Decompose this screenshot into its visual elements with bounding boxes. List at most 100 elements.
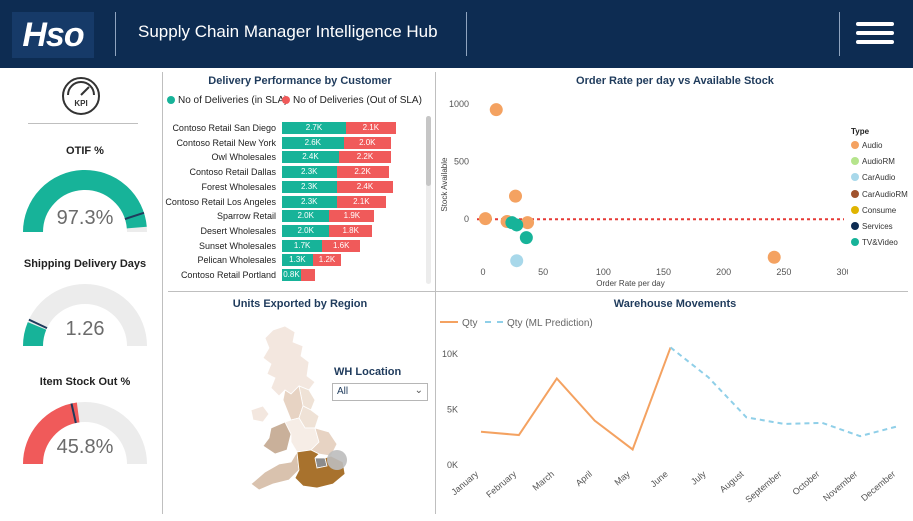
x-tick-label: 150 (656, 267, 671, 277)
bar-out-of-sla[interactable]: 2.2K (338, 151, 391, 164)
map-region-east (310, 427, 338, 457)
scatter-chart: 0 50 100 150 200 250 300 1000 500 0 Order Rate per… (440, 99, 848, 288)
type-legend-label: AudioRM (862, 157, 895, 167)
bar-out-of-sla[interactable]: 2.1K (345, 122, 396, 134)
y-tick-label: 500 (454, 157, 469, 167)
type-legend-item[interactable]: Audio (851, 141, 882, 150)
customer-label: Sunset Wholesales (198, 240, 276, 251)
map-region-northern-ireland (250, 405, 270, 423)
stockout-title: Item Stock Out % (39, 376, 131, 388)
legend-prediction[interactable]: Qty (ML Prediction) (485, 318, 593, 329)
panel-divider (162, 72, 163, 514)
customer-label: Contoso Retail Los Angeles (165, 196, 276, 207)
month-label: March (531, 469, 557, 493)
bar-in-sla[interactable]: 2.3K (282, 195, 337, 208)
month-label: September (743, 469, 783, 505)
type-legend-dot (851, 222, 859, 230)
otif-gauge (23, 170, 147, 233)
bar-in-sla[interactable]: 0.8K (282, 269, 301, 281)
delivery-scroll-thumb[interactable] (426, 116, 431, 186)
bar-out-of-sla[interactable]: 1.9K (329, 210, 375, 223)
customer-label: Contoso Retail Portland (180, 270, 276, 280)
header-divider (115, 12, 116, 56)
bar-out-of-sla[interactable]: 1.8K (329, 224, 373, 237)
type-legend-item[interactable]: CarAudio (851, 173, 895, 182)
bar-in-sla[interactable]: 1.7K (282, 239, 323, 252)
wh-location-dropdown[interactable]: All ⌄ (332, 383, 428, 401)
customer-label: Pelican Wholesales (197, 255, 276, 266)
bar-in-sla[interactable]: 2.4K (282, 151, 339, 164)
scatter-point[interactable] (521, 216, 535, 230)
customer-label: Contoso Retail New York (176, 137, 276, 148)
bar-out-of-sla[interactable]: 2.4K (336, 180, 394, 193)
scatter-point[interactable] (510, 254, 524, 268)
warehouse-title: Warehouse Movements (613, 298, 737, 310)
x-axis-title: Order Rate per day (596, 279, 664, 288)
type-legend-item[interactable]: Services (851, 222, 893, 231)
customer-label: Owl Wholesales (211, 152, 276, 163)
hso-logo: Hso (12, 12, 94, 58)
hamburger-icon[interactable] (856, 22, 894, 44)
delivery-scrollbar[interactable] (426, 116, 431, 284)
scatter-point[interactable] (489, 103, 503, 117)
scatter-point[interactable] (767, 250, 781, 264)
type-legend-item[interactable]: CarAudioRM (851, 189, 908, 199)
shipping-days-title: Shipping Delivery Days (23, 258, 147, 270)
shipping-days-gauge (23, 284, 147, 347)
type-legend-label: Services (862, 222, 893, 231)
bar-out-of-sla[interactable]: 2.1K (336, 195, 387, 208)
x-tick-label: 100 (596, 267, 611, 277)
bar-out-of-sla[interactable]: 2.2K (336, 166, 389, 179)
type-legend-dot (851, 238, 859, 247)
legend-prediction-label: Qty (ML Prediction) (507, 318, 593, 329)
bar-in-sla[interactable]: 2.6K (282, 136, 344, 149)
type-legend-label: Audio (862, 141, 883, 150)
type-legend-item[interactable]: TV&Video (851, 238, 898, 247)
type-legend-dot (851, 173, 859, 182)
type-legend-dot (851, 205, 859, 214)
type-legend-dot (851, 141, 859, 149)
customer-label: Sparrow Retail (216, 211, 276, 222)
wh-location-value: All (337, 386, 349, 397)
prediction-line[interactable] (669, 346, 899, 438)
type-legend-item[interactable]: Consume (851, 205, 896, 215)
scatter-point[interactable] (478, 212, 492, 226)
type-legend-item[interactable]: AudioRM (851, 157, 895, 166)
bar-in-sla[interactable]: 2.0K (282, 224, 330, 237)
svg-text:KPI: KPI (74, 99, 87, 108)
legend-out-sla-label: No of Deliveries (Out of SLA) (293, 95, 422, 106)
month-label: August (718, 469, 746, 495)
bar-out-of-sla[interactable]: 1.2K (312, 254, 342, 267)
legend-out-sla[interactable]: No of Deliveries (Out of SLA) (282, 95, 422, 106)
bar-out-of-sla[interactable] (300, 269, 316, 281)
legend-prediction-line (485, 321, 503, 323)
scatter-point[interactable] (519, 231, 533, 245)
kpi-gauge-icon: KPI (59, 76, 103, 116)
scatter-point[interactable] (505, 216, 519, 230)
bar-in-sla[interactable]: 2.3K (282, 180, 337, 193)
bar-in-sla[interactable]: 2.3K (282, 166, 337, 179)
legend-in-sla[interactable]: No of Deliveries (in SLA) (167, 95, 287, 106)
qty-line[interactable] (480, 347, 672, 452)
month-label: December (859, 469, 897, 503)
month-label: November (821, 469, 859, 503)
map-highlight-east (327, 450, 347, 470)
otif-title: OTIF % (66, 145, 104, 157)
legend-dot-out-sla (282, 96, 290, 104)
region-title: Units Exported by Region (232, 298, 368, 310)
bar-in-sla[interactable]: 1.3K (282, 254, 313, 267)
bar-out-of-sla[interactable]: 1.6K (322, 239, 361, 252)
scatter-point[interactable] (509, 189, 523, 203)
bar-in-sla[interactable]: 2.7K (282, 122, 346, 134)
month-label: June (648, 469, 669, 489)
type-legend-title: Type (851, 127, 870, 136)
month-label: April (574, 469, 594, 488)
customer-label: Contoso Retail San Diego (172, 123, 276, 133)
bar-out-of-sla[interactable]: 2.0K (343, 136, 391, 149)
stockout-gauge (23, 402, 147, 465)
panel-divider (168, 291, 908, 292)
legend-qty[interactable]: Qty (440, 318, 478, 329)
legend-qty-label: Qty (462, 318, 478, 329)
bar-in-sla[interactable]: 2.0K (282, 210, 330, 223)
